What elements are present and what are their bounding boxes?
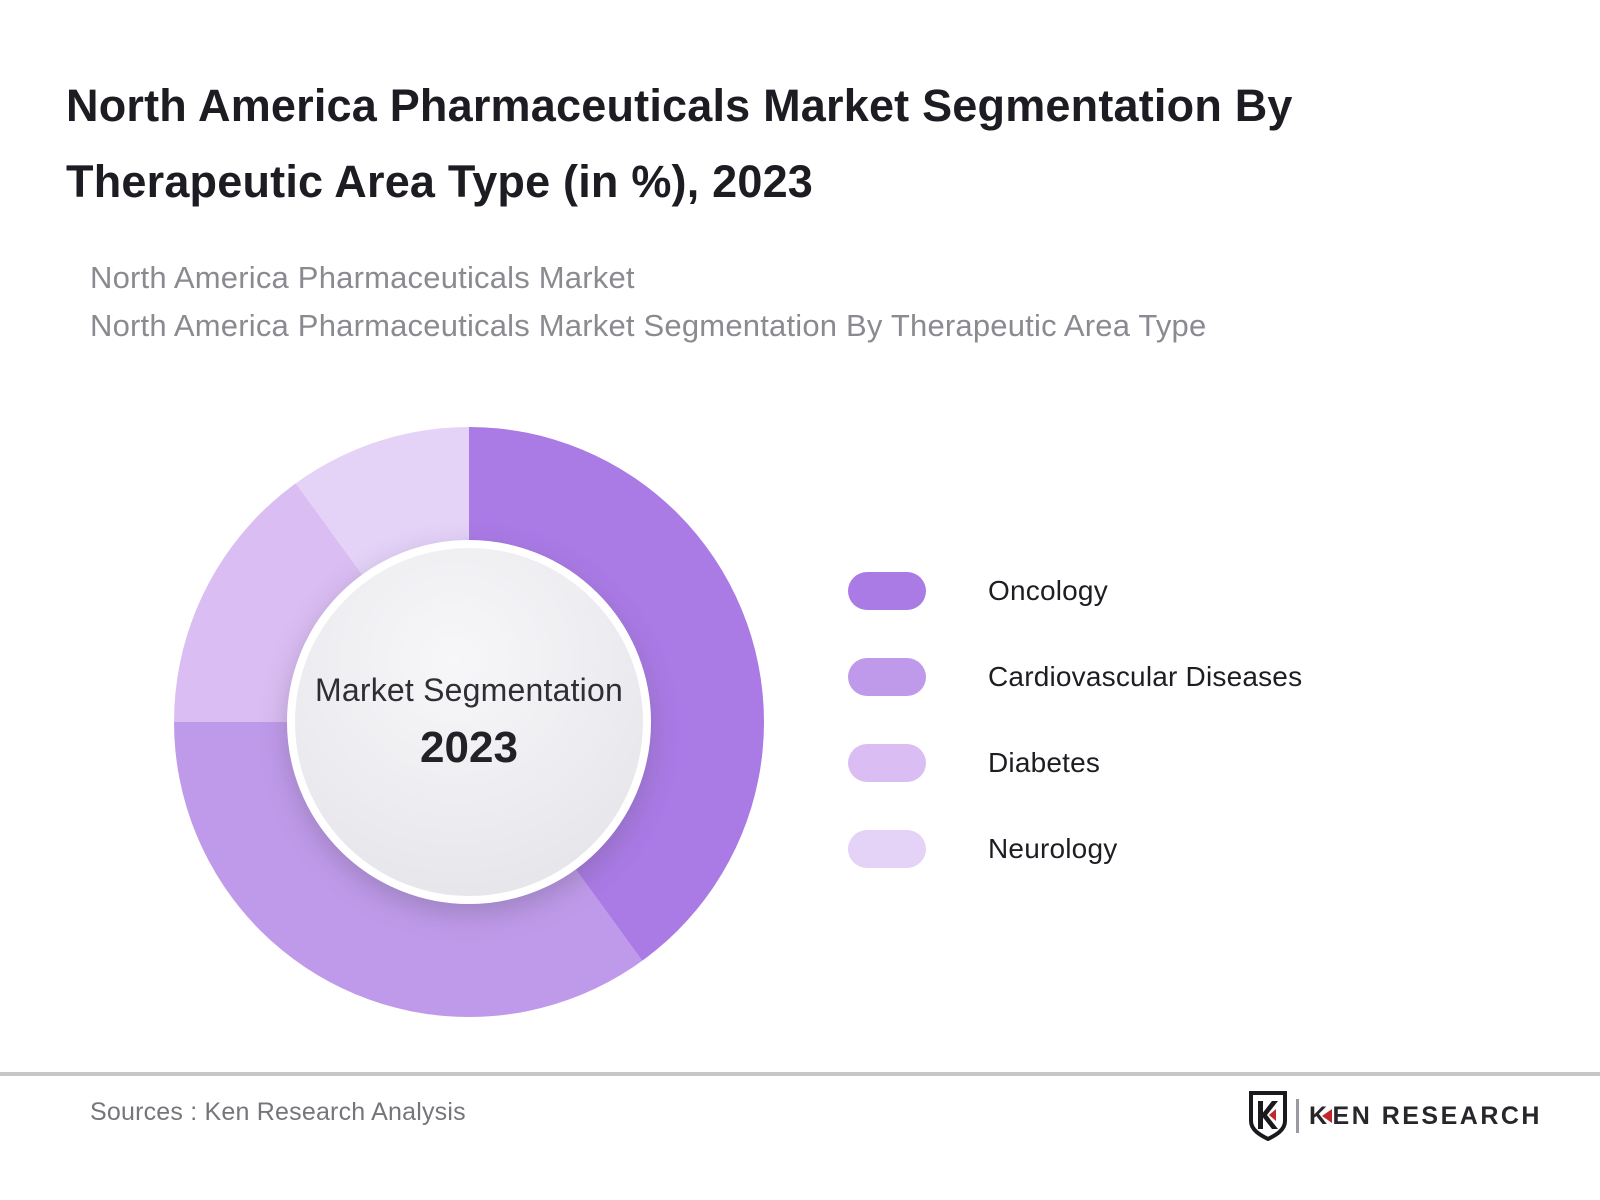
logo-text-rest: EN RESEARCH bbox=[1332, 1101, 1542, 1130]
legend-swatch-neurology bbox=[848, 830, 926, 868]
legend-swatch-cardiovascular-diseases bbox=[848, 658, 926, 696]
sources-note: Sources : Ken Research Analysis bbox=[90, 1098, 466, 1126]
donut-center-label: Market Segmentation bbox=[315, 671, 623, 708]
legend-item-cardiovascular-diseases: Cardiovascular Diseases bbox=[848, 658, 1302, 696]
legend-label-oncology: Oncology bbox=[988, 575, 1108, 606]
footer-divider bbox=[0, 1072, 1600, 1076]
logo-text: K EN RESEARCH bbox=[1309, 1102, 1542, 1131]
legend-item-neurology: Neurology bbox=[848, 830, 1302, 868]
page-title-line2: Therapeutic Area Type (in %), 2023 bbox=[66, 156, 814, 207]
logo-separator bbox=[1295, 1099, 1299, 1133]
donut-chart: Market Segmentation 2023 bbox=[174, 427, 764, 1017]
shield-icon bbox=[1248, 1091, 1287, 1141]
legend-label-cardiovascular-diseases: Cardiovascular Diseases bbox=[988, 661, 1303, 692]
legend-swatch-diabetes bbox=[848, 744, 926, 782]
page-title-line1: North America Pharmaceuticals Market Seg… bbox=[66, 80, 1293, 131]
legend-label-diabetes: Diabetes bbox=[988, 747, 1101, 778]
donut-center: Market Segmentation 2023 bbox=[287, 540, 651, 904]
ken-research-logo: K EN RESEARCH bbox=[1248, 1090, 1542, 1142]
donut-center-year: 2023 bbox=[420, 722, 518, 772]
chart-subtitle: North America Pharmaceuticals Market Nor… bbox=[90, 254, 1206, 350]
legend-item-diabetes: Diabetes bbox=[848, 744, 1302, 782]
legend-label-neurology: Neurology bbox=[988, 833, 1118, 864]
legend-item-oncology: Oncology bbox=[848, 572, 1302, 610]
legend-swatch-oncology bbox=[848, 572, 926, 610]
chart-subtitle-line1: North America Pharmaceuticals Market bbox=[90, 260, 635, 295]
chart-legend: Oncology Cardiovascular Diseases Diabete… bbox=[848, 572, 1302, 916]
logo-red-triangle-icon bbox=[1321, 1109, 1332, 1123]
page-title: North America Pharmaceuticals Market Seg… bbox=[66, 68, 1293, 220]
chart-subtitle-line2: North America Pharmaceuticals Market Seg… bbox=[90, 308, 1207, 343]
